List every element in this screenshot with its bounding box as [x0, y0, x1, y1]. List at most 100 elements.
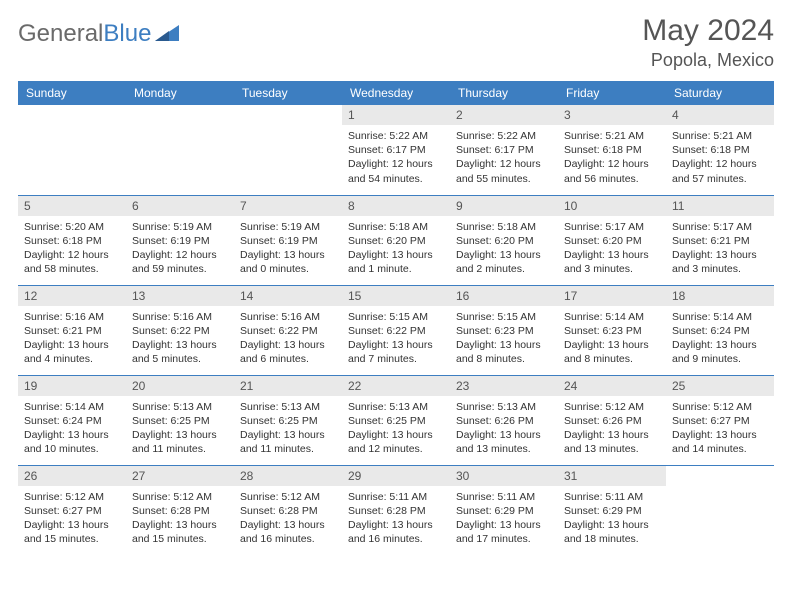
calendar-day: 15Sunrise: 5:15 AMSunset: 6:22 PMDayligh…: [342, 285, 450, 375]
calendar-day: 9Sunrise: 5:18 AMSunset: 6:20 PMDaylight…: [450, 195, 558, 285]
calendar-day: 29Sunrise: 5:11 AMSunset: 6:28 PMDayligh…: [342, 465, 450, 555]
calendar-day: 23Sunrise: 5:13 AMSunset: 6:26 PMDayligh…: [450, 375, 558, 465]
day-number: 29: [342, 466, 450, 486]
day-number: 8: [342, 196, 450, 216]
logo-text: GeneralBlue: [18, 20, 151, 48]
day-number: 19: [18, 376, 126, 396]
day-detail: Sunrise: 5:12 AMSunset: 6:27 PMDaylight:…: [18, 486, 126, 553]
day-detail: Sunrise: 5:12 AMSunset: 6:28 PMDaylight:…: [126, 486, 234, 553]
day-number: 1: [342, 105, 450, 125]
day-number: 6: [126, 196, 234, 216]
logo-part1: General: [18, 20, 103, 47]
day-detail: Sunrise: 5:11 AMSunset: 6:28 PMDaylight:…: [342, 486, 450, 553]
month-title: May 2024: [642, 14, 774, 48]
weekday-header: Monday: [126, 81, 234, 105]
calendar-head: SundayMondayTuesdayWednesdayThursdayFrid…: [18, 81, 774, 105]
calendar-day: 14Sunrise: 5:16 AMSunset: 6:22 PMDayligh…: [234, 285, 342, 375]
day-detail: Sunrise: 5:18 AMSunset: 6:20 PMDaylight:…: [342, 216, 450, 283]
calendar-day: 18Sunrise: 5:14 AMSunset: 6:24 PMDayligh…: [666, 285, 774, 375]
day-detail: Sunrise: 5:13 AMSunset: 6:25 PMDaylight:…: [234, 396, 342, 463]
day-detail: Sunrise: 5:12 AMSunset: 6:27 PMDaylight:…: [666, 396, 774, 463]
calendar-day: 20Sunrise: 5:13 AMSunset: 6:25 PMDayligh…: [126, 375, 234, 465]
calendar-day-empty: [234, 105, 342, 195]
calendar-day: 19Sunrise: 5:14 AMSunset: 6:24 PMDayligh…: [18, 375, 126, 465]
day-detail: Sunrise: 5:13 AMSunset: 6:25 PMDaylight:…: [342, 396, 450, 463]
calendar-day: 17Sunrise: 5:14 AMSunset: 6:23 PMDayligh…: [558, 285, 666, 375]
logo: GeneralBlue: [18, 14, 179, 48]
day-detail: Sunrise: 5:21 AMSunset: 6:18 PMDaylight:…: [558, 125, 666, 192]
title-block: May 2024 Popola, Mexico: [642, 14, 774, 71]
day-detail: Sunrise: 5:17 AMSunset: 6:21 PMDaylight:…: [666, 216, 774, 283]
calendar-week: 19Sunrise: 5:14 AMSunset: 6:24 PMDayligh…: [18, 375, 774, 465]
calendar-day-empty: [666, 465, 774, 555]
day-detail: Sunrise: 5:11 AMSunset: 6:29 PMDaylight:…: [558, 486, 666, 553]
calendar-day: 1Sunrise: 5:22 AMSunset: 6:17 PMDaylight…: [342, 105, 450, 195]
day-number: 31: [558, 466, 666, 486]
day-detail: Sunrise: 5:22 AMSunset: 6:17 PMDaylight:…: [342, 125, 450, 192]
day-number: 4: [666, 105, 774, 125]
calendar-day-empty: [18, 105, 126, 195]
day-number: 20: [126, 376, 234, 396]
day-number: 14: [234, 286, 342, 306]
day-detail: Sunrise: 5:19 AMSunset: 6:19 PMDaylight:…: [126, 216, 234, 283]
day-detail: Sunrise: 5:16 AMSunset: 6:22 PMDaylight:…: [234, 306, 342, 373]
logo-part2: Blue: [103, 20, 151, 47]
calendar-week: 1Sunrise: 5:22 AMSunset: 6:17 PMDaylight…: [18, 105, 774, 195]
day-number: 13: [126, 286, 234, 306]
day-detail: Sunrise: 5:11 AMSunset: 6:29 PMDaylight:…: [450, 486, 558, 553]
calendar-week: 5Sunrise: 5:20 AMSunset: 6:18 PMDaylight…: [18, 195, 774, 285]
day-number: 27: [126, 466, 234, 486]
calendar-day: 6Sunrise: 5:19 AMSunset: 6:19 PMDaylight…: [126, 195, 234, 285]
calendar-day: 11Sunrise: 5:17 AMSunset: 6:21 PMDayligh…: [666, 195, 774, 285]
day-detail: Sunrise: 5:15 AMSunset: 6:23 PMDaylight:…: [450, 306, 558, 373]
calendar-day: 30Sunrise: 5:11 AMSunset: 6:29 PMDayligh…: [450, 465, 558, 555]
day-detail: Sunrise: 5:20 AMSunset: 6:18 PMDaylight:…: [18, 216, 126, 283]
day-number: 26: [18, 466, 126, 486]
day-number: 28: [234, 466, 342, 486]
calendar-day: 24Sunrise: 5:12 AMSunset: 6:26 PMDayligh…: [558, 375, 666, 465]
calendar-day: 13Sunrise: 5:16 AMSunset: 6:22 PMDayligh…: [126, 285, 234, 375]
header: GeneralBlue May 2024 Popola, Mexico: [18, 14, 774, 71]
day-detail: Sunrise: 5:12 AMSunset: 6:28 PMDaylight:…: [234, 486, 342, 553]
calendar-day: 27Sunrise: 5:12 AMSunset: 6:28 PMDayligh…: [126, 465, 234, 555]
calendar-day: 3Sunrise: 5:21 AMSunset: 6:18 PMDaylight…: [558, 105, 666, 195]
calendar-body: 1Sunrise: 5:22 AMSunset: 6:17 PMDaylight…: [18, 105, 774, 555]
day-number: 30: [450, 466, 558, 486]
location: Popola, Mexico: [642, 50, 774, 71]
day-detail: Sunrise: 5:16 AMSunset: 6:22 PMDaylight:…: [126, 306, 234, 373]
day-number: 5: [18, 196, 126, 216]
day-detail: Sunrise: 5:14 AMSunset: 6:24 PMDaylight:…: [666, 306, 774, 373]
logo-triangle-icon: [155, 23, 179, 46]
day-number: 17: [558, 286, 666, 306]
calendar-day: 5Sunrise: 5:20 AMSunset: 6:18 PMDaylight…: [18, 195, 126, 285]
day-detail: Sunrise: 5:12 AMSunset: 6:26 PMDaylight:…: [558, 396, 666, 463]
calendar-day-empty: [126, 105, 234, 195]
day-detail: Sunrise: 5:16 AMSunset: 6:21 PMDaylight:…: [18, 306, 126, 373]
calendar-week: 12Sunrise: 5:16 AMSunset: 6:21 PMDayligh…: [18, 285, 774, 375]
day-number: 24: [558, 376, 666, 396]
calendar-day: 12Sunrise: 5:16 AMSunset: 6:21 PMDayligh…: [18, 285, 126, 375]
day-number: 9: [450, 196, 558, 216]
day-number: 25: [666, 376, 774, 396]
day-detail: Sunrise: 5:22 AMSunset: 6:17 PMDaylight:…: [450, 125, 558, 192]
calendar-day: 26Sunrise: 5:12 AMSunset: 6:27 PMDayligh…: [18, 465, 126, 555]
day-detail: Sunrise: 5:13 AMSunset: 6:26 PMDaylight:…: [450, 396, 558, 463]
day-number: 2: [450, 105, 558, 125]
calendar-day: 16Sunrise: 5:15 AMSunset: 6:23 PMDayligh…: [450, 285, 558, 375]
weekday-header: Thursday: [450, 81, 558, 105]
day-number: 18: [666, 286, 774, 306]
calendar-day: 21Sunrise: 5:13 AMSunset: 6:25 PMDayligh…: [234, 375, 342, 465]
weekday-header: Tuesday: [234, 81, 342, 105]
day-number: 16: [450, 286, 558, 306]
calendar-day: 4Sunrise: 5:21 AMSunset: 6:18 PMDaylight…: [666, 105, 774, 195]
day-number: 12: [18, 286, 126, 306]
calendar-day: 8Sunrise: 5:18 AMSunset: 6:20 PMDaylight…: [342, 195, 450, 285]
calendar-day: 28Sunrise: 5:12 AMSunset: 6:28 PMDayligh…: [234, 465, 342, 555]
day-number: 7: [234, 196, 342, 216]
day-detail: Sunrise: 5:21 AMSunset: 6:18 PMDaylight:…: [666, 125, 774, 192]
day-detail: Sunrise: 5:14 AMSunset: 6:24 PMDaylight:…: [18, 396, 126, 463]
day-detail: Sunrise: 5:19 AMSunset: 6:19 PMDaylight:…: [234, 216, 342, 283]
day-number: 22: [342, 376, 450, 396]
calendar-table: SundayMondayTuesdayWednesdayThursdayFrid…: [18, 81, 774, 555]
calendar-day: 25Sunrise: 5:12 AMSunset: 6:27 PMDayligh…: [666, 375, 774, 465]
